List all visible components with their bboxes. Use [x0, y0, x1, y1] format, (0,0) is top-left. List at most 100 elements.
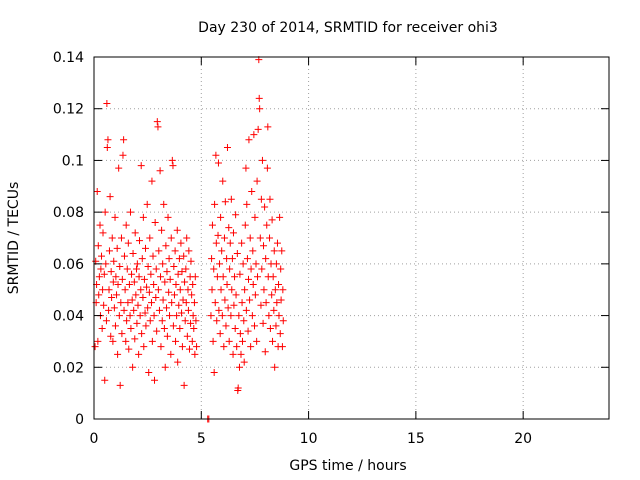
data-point [124, 239, 132, 247]
data-point [162, 242, 170, 250]
data-point [119, 151, 127, 159]
data-point [231, 273, 239, 281]
data-point [125, 345, 133, 353]
data-point [208, 221, 216, 229]
data-point [111, 213, 119, 221]
data-point [105, 247, 113, 255]
data-point [147, 270, 155, 278]
data-point [243, 200, 251, 208]
data-point [236, 270, 244, 278]
data-point [273, 239, 281, 247]
data-point [241, 286, 249, 294]
data-point [182, 265, 190, 273]
data-point [184, 286, 192, 294]
data-point [154, 286, 162, 294]
data-point [275, 281, 283, 289]
data-point [99, 229, 107, 237]
data-point [190, 325, 198, 332]
data-point [165, 255, 173, 263]
data-point [275, 312, 283, 320]
data-point [169, 322, 177, 330]
data-point [247, 343, 255, 351]
data-point [132, 265, 140, 273]
data-point [168, 299, 176, 307]
data-point [150, 312, 158, 320]
data-point [128, 270, 136, 278]
data-point [253, 337, 261, 345]
data-point [251, 213, 259, 221]
data-point [183, 234, 191, 242]
data-point [214, 159, 222, 167]
data-point [254, 273, 262, 281]
data-point [249, 247, 257, 255]
data-point [98, 325, 106, 332]
data-point [191, 273, 199, 281]
grid-layer [94, 57, 609, 419]
data-point [231, 325, 239, 332]
data-point [117, 234, 125, 242]
data-point [161, 363, 169, 371]
data-point [91, 343, 99, 351]
data-point [129, 363, 137, 371]
data-point [263, 164, 271, 172]
y-tick-label: 0 [75, 412, 84, 428]
data-point [264, 123, 272, 131]
y-tick-label: 0.12 [53, 102, 84, 118]
data-point [103, 144, 111, 151]
data-point [256, 105, 264, 113]
data-point [270, 306, 278, 314]
data-point [217, 286, 225, 294]
data-point [180, 381, 188, 389]
data-point [143, 283, 151, 291]
data-point [261, 203, 269, 211]
data-point [268, 291, 276, 299]
data-point [105, 306, 113, 314]
data-point [266, 195, 274, 203]
data-point [148, 337, 156, 345]
data-point [113, 244, 121, 252]
data-point [115, 164, 123, 172]
data-point [100, 270, 108, 278]
data-point [226, 239, 234, 247]
data-point [217, 213, 225, 221]
data-point [101, 376, 109, 384]
data-point [169, 162, 177, 170]
data-point [167, 234, 175, 242]
data-point [269, 337, 277, 345]
data-point [123, 265, 131, 273]
data-point [222, 322, 230, 330]
data-point [221, 296, 229, 304]
data-point [157, 273, 165, 281]
data-point [138, 255, 146, 263]
data-point [145, 288, 153, 296]
data-point [166, 312, 174, 320]
data-point [172, 281, 180, 289]
data-point [110, 304, 118, 312]
data-point [95, 273, 103, 281]
data-point [114, 350, 122, 358]
y-axis-label: SRMTID / TECUs [6, 182, 22, 295]
data-point [262, 299, 270, 307]
data-point [160, 200, 168, 208]
data-point [189, 312, 197, 320]
data-point [97, 265, 105, 273]
data-point [126, 312, 134, 320]
data-point [135, 350, 143, 358]
data-point [139, 213, 147, 221]
data-point [233, 343, 241, 351]
data-point [192, 317, 200, 325]
data-point [261, 348, 269, 356]
data-point [214, 231, 222, 239]
data-point [246, 234, 254, 242]
data-point [117, 299, 125, 307]
data-point [272, 322, 280, 330]
data-point [210, 265, 218, 273]
data-point [208, 255, 216, 263]
data-point [157, 343, 165, 351]
data-point [173, 312, 181, 320]
data-point [148, 177, 156, 185]
data-point [239, 260, 247, 268]
data-point [223, 144, 231, 151]
data-point [278, 343, 286, 351]
